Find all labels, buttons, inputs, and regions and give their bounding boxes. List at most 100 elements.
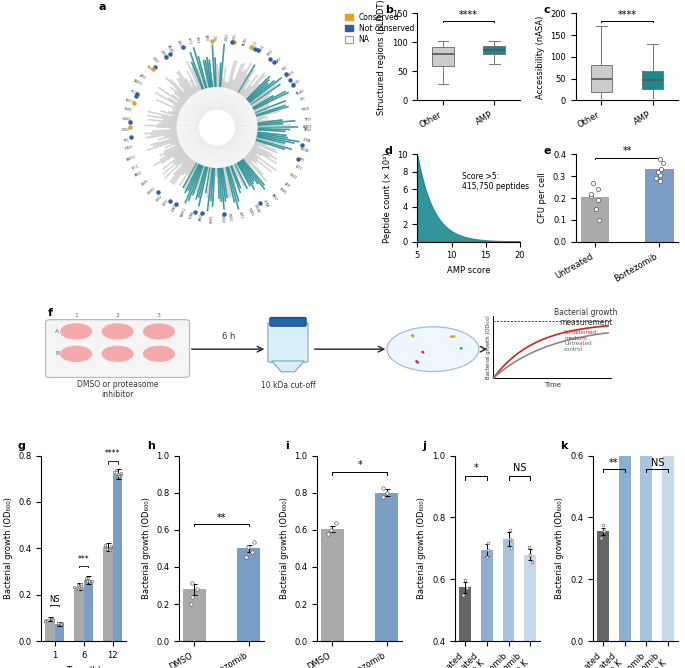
Text: NS: NS: [49, 595, 60, 604]
Circle shape: [199, 110, 234, 145]
Text: E2F1: E2F1: [162, 198, 169, 206]
Text: ****: ****: [618, 10, 636, 20]
Text: 2: 2: [116, 313, 120, 318]
Text: CHEK1: CHEK1: [291, 79, 301, 87]
Text: i: i: [285, 441, 288, 451]
Bar: [645, 168, 673, 242]
Text: ERCC2: ERCC2: [125, 99, 135, 105]
Text: STAT3: STAT3: [171, 203, 179, 212]
Text: JAK2: JAK2: [138, 73, 146, 79]
Text: Bacterial growth (OD₆₀₀): Bacterial growth (OD₆₀₀): [486, 315, 491, 379]
Text: *: *: [358, 460, 362, 470]
Text: PALB2: PALB2: [166, 45, 174, 55]
Text: A: A: [55, 329, 60, 334]
Text: ERCC2: ERCC2: [251, 39, 259, 50]
Y-axis label: Peptide count (× 10²): Peptide count (× 10²): [383, 153, 392, 243]
Text: ****: ****: [459, 10, 478, 20]
Text: RFC1: RFC1: [129, 89, 138, 96]
Text: ***: ***: [78, 555, 90, 564]
Polygon shape: [272, 361, 304, 372]
Bar: [597, 531, 609, 641]
Circle shape: [102, 324, 133, 339]
Bar: [640, 401, 653, 641]
Circle shape: [144, 324, 174, 339]
Bar: [113, 474, 123, 641]
Bar: [84, 580, 93, 641]
Y-axis label: Bacterial growth (OD₆₀₀): Bacterial growth (OD₆₀₀): [279, 498, 288, 599]
Bar: [503, 539, 514, 668]
Text: NS: NS: [512, 463, 526, 473]
Text: e: e: [543, 146, 551, 156]
Text: MYC: MYC: [124, 138, 130, 143]
Text: PCNA: PCNA: [303, 138, 311, 143]
Text: MYC: MYC: [215, 33, 219, 39]
Text: CHEK2: CHEK2: [159, 49, 168, 59]
Text: STAT3: STAT3: [247, 207, 253, 217]
Text: MYC: MYC: [145, 64, 152, 71]
Text: BRIP1: BRIP1: [140, 179, 149, 187]
Circle shape: [61, 324, 91, 339]
Y-axis label: Bacterial growth (OD₆₀₀): Bacterial growth (OD₆₀₀): [417, 498, 427, 599]
Text: RAD51: RAD51: [126, 154, 137, 162]
Text: DMSO or proteasome
inhibitor: DMSO or proteasome inhibitor: [77, 379, 158, 399]
Text: CHEK2: CHEK2: [220, 213, 225, 223]
Text: B: B: [55, 351, 60, 356]
Text: JAK2: JAK2: [275, 57, 282, 64]
Text: **: **: [609, 458, 619, 468]
Text: ATM: ATM: [284, 182, 291, 188]
Y-axis label: Bacterial growth (OD₆₀₀): Bacterial growth (OD₆₀₀): [142, 498, 151, 599]
Text: ERCC2: ERCC2: [175, 39, 183, 50]
PathPatch shape: [642, 71, 663, 89]
PathPatch shape: [484, 47, 505, 54]
Text: TP53: TP53: [266, 50, 274, 58]
Text: CHEK2: CHEK2: [121, 118, 132, 122]
Text: PMS2: PMS2: [271, 194, 279, 202]
Text: PMS2: PMS2: [135, 170, 144, 178]
Text: a: a: [99, 2, 106, 12]
PathPatch shape: [432, 47, 453, 65]
Text: MSH2: MSH2: [301, 107, 311, 112]
Text: MYC: MYC: [282, 64, 289, 71]
Bar: [375, 493, 399, 641]
Text: BRIP1: BRIP1: [278, 186, 286, 195]
Y-axis label: Structured regions (pLDDT): Structured regions (pLDDT): [377, 0, 386, 115]
Circle shape: [144, 347, 174, 361]
Text: Untreated
control: Untreated control: [564, 341, 592, 352]
Text: Score >5:
415,750 peptides: Score >5: 415,750 peptides: [462, 172, 529, 191]
Text: BRIP1: BRIP1: [210, 214, 214, 222]
Text: PALB2: PALB2: [296, 88, 306, 96]
Text: BRCA1: BRCA1: [300, 148, 310, 154]
Text: TP53: TP53: [194, 35, 199, 43]
Text: WEE1: WEE1: [227, 213, 233, 222]
Text: RFC1: RFC1: [186, 37, 192, 45]
X-axis label: AMP score: AMP score: [447, 266, 490, 275]
Text: CDK2: CDK2: [151, 56, 160, 65]
Y-axis label: CFU per cell: CFU per cell: [538, 172, 547, 224]
Text: NS: NS: [651, 458, 664, 468]
Text: PCNA: PCNA: [188, 210, 195, 219]
Bar: [524, 554, 536, 668]
Text: j: j: [423, 441, 427, 451]
Text: Time: Time: [544, 382, 561, 388]
Text: Bacterial growth
measurement: Bacterial growth measurement: [554, 307, 618, 327]
Text: WEE1: WEE1: [289, 172, 298, 180]
Y-axis label: Accessibility (nASA): Accessibility (nASA): [536, 15, 545, 99]
Text: ****: ****: [105, 450, 121, 458]
Circle shape: [102, 347, 133, 361]
Text: XPC: XPC: [300, 97, 307, 102]
Bar: [55, 624, 64, 641]
Text: 10 kDa cut-off: 10 kDa cut-off: [261, 381, 315, 390]
Text: BRIP1: BRIP1: [123, 107, 132, 112]
Text: MSH2: MSH2: [258, 43, 266, 53]
Bar: [481, 550, 493, 668]
Text: g: g: [17, 441, 25, 451]
Bar: [662, 389, 674, 641]
Bar: [238, 548, 260, 641]
Bar: [321, 529, 344, 641]
Text: CDK2: CDK2: [122, 128, 130, 132]
Circle shape: [387, 327, 479, 371]
Text: 3: 3: [157, 313, 161, 318]
Text: f: f: [47, 308, 53, 318]
Text: JAK2: JAK2: [204, 33, 209, 41]
FancyBboxPatch shape: [268, 323, 308, 362]
